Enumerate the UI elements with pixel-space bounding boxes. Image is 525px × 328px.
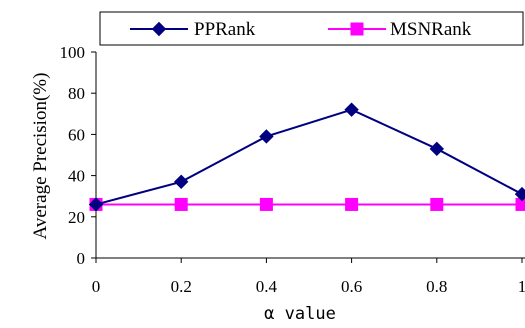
x-tick-label: 0.6 [341, 277, 362, 296]
x-tick-label: 0.2 [171, 277, 192, 296]
pprank-point [344, 102, 359, 117]
pprank-point [429, 141, 445, 157]
x-axis-title: α value [264, 304, 336, 324]
legend: PPRank MSNRank [99, 11, 524, 46]
pprank-point [88, 197, 104, 212]
y-tick-label: 0 [77, 249, 86, 268]
pprank-line [95, 108, 523, 206]
y-tick-label: 80 [68, 84, 85, 103]
y-tick-label: 100 [60, 43, 86, 62]
y-axis-title: Average Precision(%) [30, 73, 51, 240]
msnrank-point [345, 197, 359, 211]
legend-entry-pprank: PPRank [130, 19, 256, 40]
msnrank-point [430, 197, 444, 211]
legend-entry-msnrank: MSNRank [328, 19, 472, 40]
legend-label: MSNRank [390, 19, 472, 40]
pprank-point [259, 129, 274, 144]
y-tick-label: 60 [68, 125, 85, 144]
pprank-point [173, 174, 189, 189]
msnrank-series [89, 197, 525, 211]
pprank-point [514, 186, 525, 202]
legend-marker-square-icon [350, 22, 364, 36]
msnrank-point [174, 197, 188, 211]
axes: 0 20 40 60 80 100 0 0.2 0.4 0.6 0.8 1 [60, 43, 525, 296]
legend-label: PPRank [194, 19, 256, 40]
x-tick-label: 1 [518, 277, 525, 296]
legend-marker-diamond-icon [151, 21, 167, 37]
msnrank-point [259, 197, 273, 211]
pprank-series [88, 102, 525, 212]
y-tick-label: 20 [68, 208, 85, 227]
x-tick-label: 0 [92, 277, 101, 296]
plot-area [88, 102, 525, 212]
msnrank-point [515, 197, 525, 211]
x-tick-label: 0.4 [256, 277, 278, 296]
x-tick-label: 0.8 [426, 277, 447, 296]
y-tick-label: 40 [68, 167, 85, 186]
